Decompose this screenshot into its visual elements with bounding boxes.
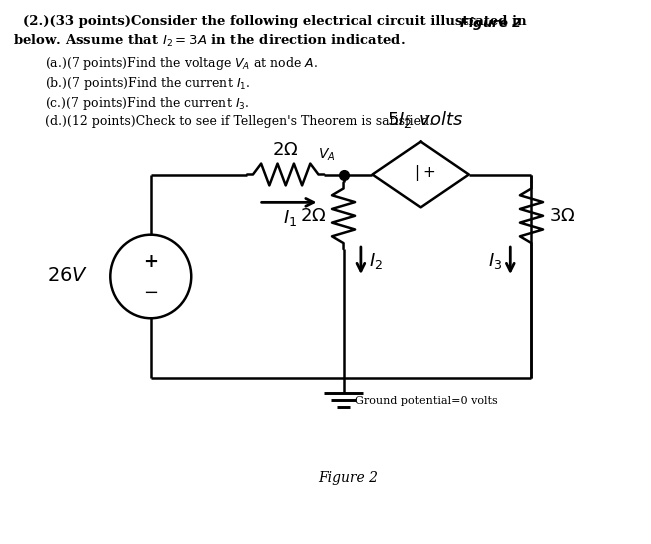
Text: $I_2$: $I_2$ <box>368 251 383 270</box>
Text: (2.)(33 points)Consider the following electrical circuit illustrated in: (2.)(33 points)Consider the following el… <box>23 15 531 28</box>
Text: $|+$: $|+$ <box>414 163 435 182</box>
Text: $5I_2$ $\it{volts}$: $5I_2$ $\it{volts}$ <box>387 109 464 129</box>
Text: $3\Omega$: $3\Omega$ <box>549 207 575 225</box>
Text: (c.)(7 points)Find the current $I_3$.: (c.)(7 points)Find the current $I_3$. <box>45 95 249 112</box>
Text: −: − <box>143 285 158 302</box>
Text: $\bfit{Figure\ 2}$: $\bfit{Figure\ 2}$ <box>459 15 522 32</box>
Text: (a.)(7 points)Find the voltage $V_A$ at node $A$.: (a.)(7 points)Find the voltage $V_A$ at … <box>45 55 318 72</box>
Text: +: + <box>143 252 158 270</box>
Text: $I_3$: $I_3$ <box>488 251 503 270</box>
Text: (b.)(7 points)Find the current $I_1$.: (b.)(7 points)Find the current $I_1$. <box>45 75 250 92</box>
Text: $2\Omega$: $2\Omega$ <box>273 140 299 159</box>
Text: $I_1$: $I_1$ <box>283 208 298 228</box>
Text: $26V$: $26V$ <box>47 268 88 286</box>
Text: (d.)(12 points)Check to see if Tellegen's Theorem is satisfied.: (d.)(12 points)Check to see if Tellegen'… <box>45 115 433 128</box>
Text: Figure 2: Figure 2 <box>318 471 378 485</box>
Text: $2\Omega$: $2\Omega$ <box>299 207 326 225</box>
Text: below. Assume that $I_2 = 3A$ in the direction indicated.: below. Assume that $I_2 = 3A$ in the dir… <box>13 33 406 50</box>
Text: Ground potential=0 volts: Ground potential=0 volts <box>355 397 498 406</box>
Text: $V_A$: $V_A$ <box>318 146 336 163</box>
